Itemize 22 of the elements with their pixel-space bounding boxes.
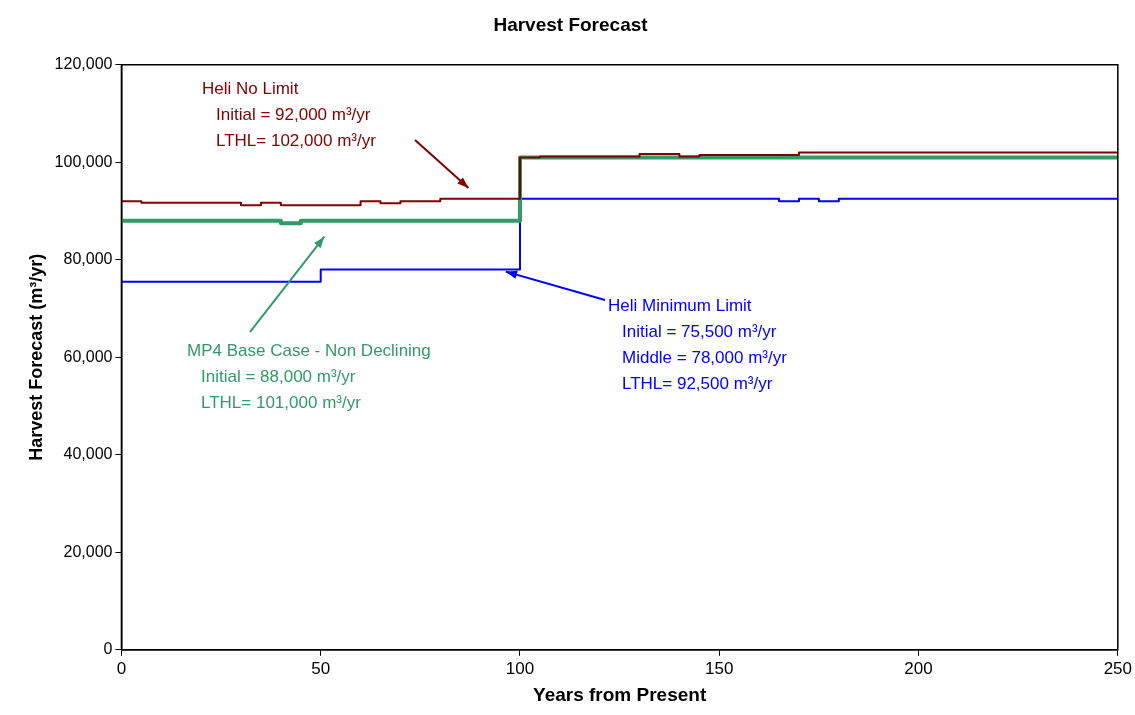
annotation: Initial = 88,000 m³/yr LTHL= 101,000 m³/yr (200, 366, 362, 414)
annotation: Initial = 75,500 m³/yr Middle = 78,000 m³/yr LTHL= 92,500 m³/yr (621, 321, 787, 395)
y-tick-label: 0 (103, 640, 113, 658)
y-tick-label: 40,000 (63, 445, 113, 463)
x-tick-label: 250 (1103, 658, 1133, 678)
x-tick-label: 100 (505, 658, 535, 678)
text: MP4 Base Case - Non Declining (187, 340, 431, 362)
annotation: Initial = 92,000 m³/yr LTHL= 102,000 m³/yr (215, 104, 376, 152)
text: Heli No Limit (202, 78, 300, 100)
x-tick-label: 0 (116, 658, 127, 678)
y-tick-label: 60,000 (63, 347, 113, 365)
x-tick-label: 200 (904, 658, 933, 678)
y-tick-label: 20,000 (63, 542, 113, 560)
y-tick-label: 120,000 (54, 55, 113, 73)
y-axis-title: Harvest Forecast (m³/yr) (25, 253, 46, 461)
y-tick-label: 100,000 (54, 152, 113, 170)
y-tick-label: 80,000 (63, 250, 113, 268)
chart-title: Harvest Forecast (493, 13, 649, 35)
text: Heli Minimum Limit (608, 295, 753, 317)
x-axis-title: Years from Present (533, 683, 707, 705)
x-tick-label: 50 (311, 658, 331, 678)
x-tick-label: 150 (705, 658, 734, 678)
